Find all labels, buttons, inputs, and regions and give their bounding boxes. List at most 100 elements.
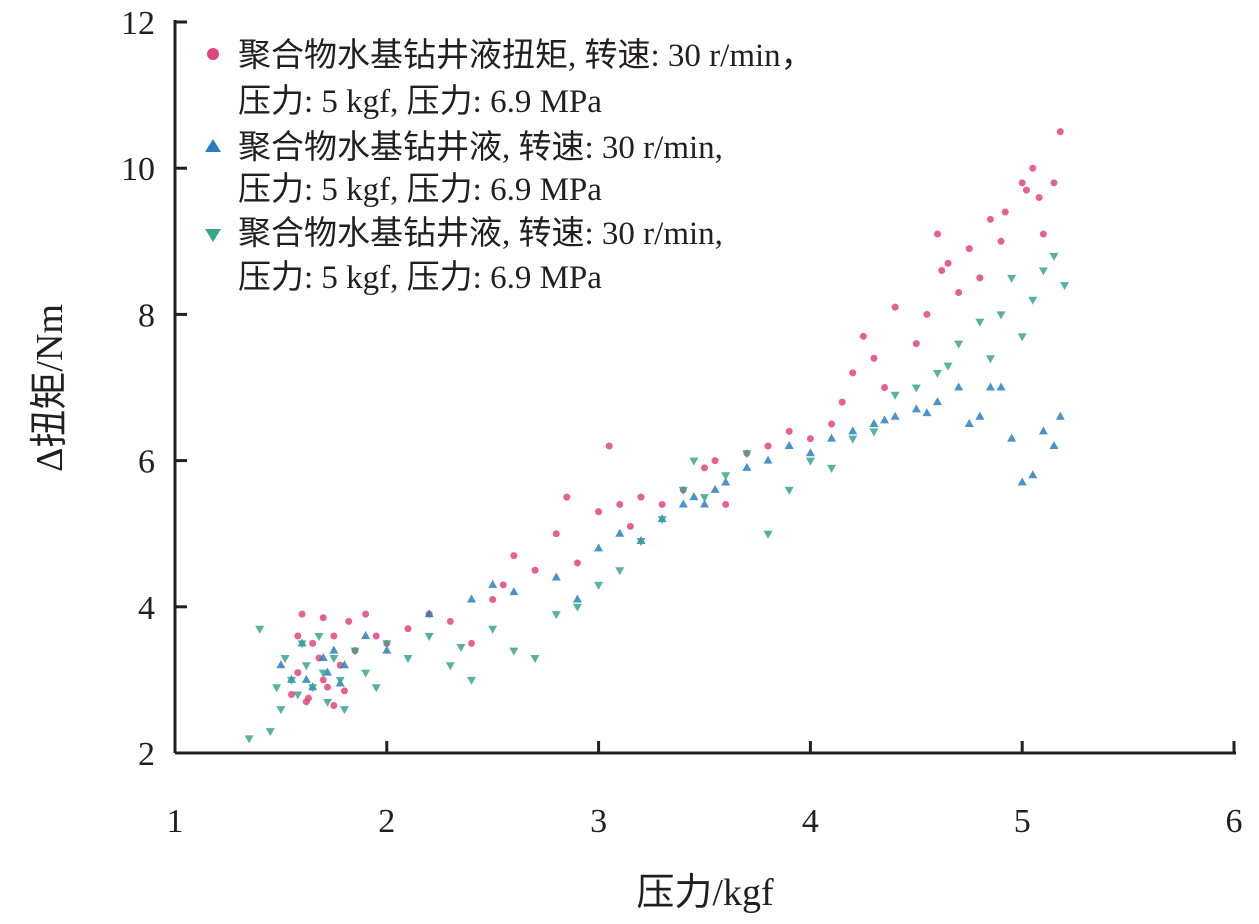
series-1-point	[330, 632, 338, 640]
legend-entry-2: 聚合物水基钻井液, 转速: 30 r/min, 压力: 5 kgf, 压力: 6…	[205, 129, 723, 208]
series-1-point	[468, 639, 476, 647]
series-3-point	[403, 654, 413, 663]
series-2-point	[318, 652, 328, 661]
series-2-point	[880, 415, 890, 424]
series-2-point	[890, 411, 900, 420]
series-3-point	[255, 625, 265, 634]
series-1-point	[319, 614, 327, 622]
series-3-point	[1060, 282, 1070, 291]
series-3-point	[318, 669, 328, 678]
series-1-point	[828, 420, 836, 428]
series-2-point	[721, 477, 731, 486]
series-2-point	[700, 499, 709, 508]
series-2-point	[689, 492, 699, 501]
series-3-point	[382, 640, 392, 649]
series-3-point	[244, 735, 254, 744]
series-1-point	[309, 639, 317, 647]
series-2-point	[488, 579, 498, 588]
series-1-point	[626, 522, 634, 530]
series-2-point	[467, 594, 477, 603]
legend-label-3-line1: 聚合物水基钻井液, 转速: 30 r/min,	[238, 215, 723, 252]
series-1-point	[1029, 164, 1037, 172]
legend-entry-3: 聚合物水基钻井液, 转速: 30 r/min, 压力: 5 kgf, 压力: 6…	[205, 215, 723, 296]
series-1-point	[881, 384, 889, 391]
legend-marker-triangle-down	[205, 229, 221, 242]
series-3-point	[657, 516, 667, 525]
series-2-point	[1028, 470, 1038, 479]
series-1-point	[806, 435, 814, 443]
series-2-point	[1055, 411, 1065, 420]
series-1-point	[294, 632, 302, 640]
series-2-point	[615, 528, 625, 537]
series-3-point	[932, 369, 942, 378]
series-3-point	[848, 435, 858, 444]
series-3-point	[1049, 252, 1059, 261]
series-1-point	[298, 610, 306, 618]
series-3-point	[361, 669, 371, 678]
series-2-point	[1049, 440, 1059, 449]
series-1-point	[563, 493, 571, 501]
y-tick-label: 6	[138, 444, 155, 481]
series-3-point	[339, 706, 349, 715]
series-1-point	[1039, 230, 1047, 238]
series-3-point	[763, 530, 773, 539]
series-3-point	[293, 691, 303, 700]
series-3-point	[594, 581, 604, 590]
series-3-point	[335, 676, 345, 685]
series-3-point	[467, 676, 477, 685]
series-1-point	[372, 632, 380, 640]
series-1-point	[976, 274, 984, 282]
series-1-point	[1001, 208, 1009, 216]
series-1-point	[944, 259, 952, 267]
legend-marker-circle	[207, 48, 219, 60]
series-2-point	[985, 382, 995, 391]
y-tick-label: 12	[121, 5, 155, 42]
series-1-point	[499, 581, 507, 589]
legend-entry-1: 聚合物水基钻井液扭矩, 转速: 30 r/min， 压力: 5 kgf, 压力:…	[207, 37, 814, 120]
series-1-point	[933, 230, 941, 238]
series-3-point	[615, 567, 625, 576]
series-3-point	[996, 311, 1006, 320]
series-1-point	[955, 288, 963, 296]
legend-marker-triangle-up	[205, 139, 221, 152]
series-3-point	[280, 654, 290, 663]
series-3-point	[488, 625, 498, 634]
series-2-point	[869, 419, 879, 428]
series-2-point	[678, 499, 688, 508]
series-3-point	[308, 684, 318, 693]
series-1-point	[711, 457, 719, 465]
series-1-point	[319, 676, 327, 684]
series-1-point	[345, 617, 353, 625]
series-2-point	[1017, 477, 1027, 486]
series-3-point	[721, 472, 731, 481]
series-3-point	[314, 633, 324, 642]
legend-label-1-line1: 聚合物水基钻井液扭矩, 转速: 30 r/min，	[238, 37, 814, 74]
x-tick-label: 3	[590, 803, 607, 840]
series-2-point	[276, 660, 286, 669]
series-3-point	[805, 457, 815, 466]
series-1-point	[923, 310, 931, 318]
series-3-point	[1017, 333, 1027, 342]
series-2-point	[922, 408, 932, 417]
series-3-point	[456, 644, 466, 653]
series-2-point	[911, 404, 921, 413]
series-1-point	[531, 566, 539, 574]
series-1-point	[637, 493, 645, 501]
series-2-point	[551, 572, 561, 581]
y-ticks: 2 4 6 8 10 12	[121, 5, 187, 773]
series-3-point	[572, 603, 582, 612]
series-1-point	[965, 245, 973, 253]
series-3-point	[350, 647, 360, 656]
series-2-point	[1007, 433, 1017, 442]
series-3-point	[985, 355, 995, 364]
series-3-point	[678, 486, 688, 495]
series-3-point	[636, 538, 646, 547]
series-3-point	[509, 647, 519, 656]
y-axis-label: Δ扭矩/Nm	[29, 304, 71, 472]
series-3-point	[1007, 274, 1017, 283]
series-3-point	[784, 486, 794, 495]
y-tick-label: 4	[138, 590, 155, 627]
series-1-point	[764, 442, 772, 450]
series-1-point	[446, 617, 454, 625]
series-1-point	[997, 237, 1005, 245]
